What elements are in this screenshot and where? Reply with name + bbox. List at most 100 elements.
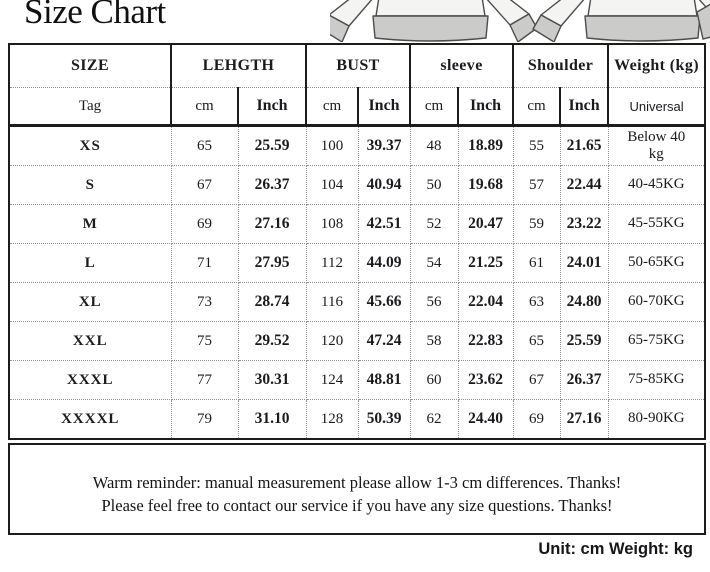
table-cell: 47.24 [357, 321, 411, 361]
table-cell: 42.51 [357, 204, 411, 244]
table-cell: 27.16 [237, 204, 307, 244]
subheader-cell: Inch [236, 87, 307, 127]
subheader-cell: cm [170, 87, 238, 127]
table-row: XXXL 77 30.31 124 48.81 60 23.62 67 26.37 75-85KG [10, 360, 705, 400]
table-cell: 52 [409, 204, 459, 244]
table-cell: 27.95 [237, 243, 307, 283]
table-cell: 67 [512, 360, 561, 400]
reminder-line-1: Warm reminder: manual measurement please… [92, 473, 622, 492]
size-label-cell: L [10, 243, 172, 283]
table-cell: 24.40 [457, 399, 514, 438]
table-cell: 55 [512, 125, 561, 166]
size-table-container: SIZE LEHGTH BUST sleeve Shoulder Weight (kg) … [8, 43, 706, 440]
table-cell: 20.47 [457, 204, 514, 244]
table-cell: 57 [512, 165, 561, 205]
table-cell: 124 [305, 360, 359, 400]
subheader-cell: Inch [457, 87, 514, 127]
column-group-sleeve: sleeve [409, 45, 514, 88]
table-cell: 21.65 [559, 125, 609, 166]
table-cell: 69 [170, 204, 239, 244]
subheader-cell: Universal [607, 87, 705, 127]
table-cell: 23.22 [559, 204, 609, 244]
table-cell: 45.66 [357, 282, 411, 322]
table-cell: 108 [305, 204, 359, 244]
table-cell: 73 [170, 282, 239, 322]
table-cell: 128 [305, 399, 359, 438]
table-cell: 56 [409, 282, 459, 322]
column-group-bust: BUST [305, 45, 411, 88]
table-cell: 18.89 [457, 125, 514, 166]
table-cell: 75-85KG [607, 360, 705, 400]
table-cell: 63 [512, 282, 561, 322]
page-title: Size Chart [24, 0, 166, 31]
table-cell: 80-90KG [607, 399, 705, 438]
table-cell: 22.83 [457, 321, 514, 361]
table-cell: 59 [512, 204, 561, 244]
table-cell: 65 [170, 125, 239, 166]
subheader-cell: Tag [10, 87, 171, 127]
column-group-lehgth: LEHGTH [169, 45, 307, 88]
subheader-cell: cm [409, 87, 459, 127]
size-label-cell: XXXL [10, 360, 172, 400]
table-cell: 45-55KG [607, 204, 705, 244]
table-row: L 71 27.95 112 44.09 54 21.25 61 24.01 50-65KG [10, 243, 705, 283]
size-label-cell: M [10, 204, 172, 244]
table-cell: 77 [170, 360, 239, 400]
table-row: XXL 75 29.52 120 47.24 58 22.83 65 25.59 65-75KG [10, 321, 705, 361]
table-cell: 26.37 [237, 165, 307, 205]
table-cell: 69 [512, 399, 561, 438]
size-label-cell: XXL [10, 321, 172, 361]
table-cell: 26.37 [559, 360, 609, 400]
table-cell: 112 [305, 243, 359, 283]
column-group-weight-kg: Weight (kg) [607, 45, 705, 88]
table-row: XS 65 25.59 100 39.37 48 18.89 55 21.65 Below 40 … [10, 125, 705, 166]
table-cell: 39.37 [357, 125, 411, 166]
table-cell: 25.59 [237, 125, 307, 166]
table-cell: 22.04 [457, 282, 514, 322]
size-label-cell: XL [10, 282, 172, 322]
table-cell: 50.39 [357, 399, 411, 438]
subheader-cell: Inch [357, 87, 411, 127]
table-cell: 27.16 [559, 399, 609, 438]
table-row: M 69 27.16 108 42.51 52 20.47 59 23.22 45-55KG [10, 204, 705, 244]
table-cell: 120 [305, 321, 359, 361]
table-cell: 60 [409, 360, 459, 400]
size-label-cell: S [10, 165, 172, 205]
table-cell: 50 [409, 165, 459, 205]
table-cell: 104 [305, 165, 359, 205]
size-label-cell: XXXXL [10, 399, 172, 438]
table-cell: 79 [170, 399, 239, 438]
table-cell: 50-65KG [607, 243, 705, 283]
table-cell: 65 [512, 321, 561, 361]
table-row: XXXXL 79 31.10 128 50.39 62 24.40 69 27.16 80-90K… [10, 399, 705, 438]
table-cell: 100 [305, 125, 359, 166]
column-group-shoulder: Shoulder [512, 45, 609, 88]
sweatshirt-illustration [330, 0, 710, 42]
table-cell: 22.44 [559, 165, 609, 205]
table-cell: 28.74 [237, 282, 307, 322]
table-cell: 19.68 [457, 165, 514, 205]
table-cell: 40-45KG [607, 165, 705, 205]
table-cell: 30.31 [237, 360, 307, 400]
table-cell: 48.81 [357, 360, 411, 400]
table-cell: 24.01 [559, 243, 609, 283]
subheader-cell: cm [305, 87, 359, 127]
table-cell: 25.59 [559, 321, 609, 361]
table-cell: Below 40 kg [607, 125, 705, 166]
table-cell: 23.62 [457, 360, 514, 400]
table-cell: 61 [512, 243, 561, 283]
table-row: S 67 26.37 104 40.94 50 19.68 57 22.44 40-45KG [10, 165, 705, 205]
table-cell: 54 [409, 243, 459, 283]
size-table: SIZE LEHGTH BUST sleeve Shoulder Weight (kg) … [10, 45, 705, 438]
subheader-cell: cm [512, 87, 561, 127]
table-cell: 75 [170, 321, 239, 361]
header-group-row: SIZE LEHGTH BUST sleeve Shoulder Weight (kg) [10, 45, 705, 88]
table-cell: 62 [409, 399, 459, 438]
table-cell: 48 [409, 125, 459, 166]
size-table-body: XS 65 25.59 100 39.37 48 18.89 55 21.65 Below 40 … [10, 125, 705, 438]
table-cell: 116 [305, 282, 359, 322]
table-cell: 24.80 [559, 282, 609, 322]
table-cell: 40.94 [357, 165, 411, 205]
unit-note: Unit: cm Weight: kg [538, 540, 693, 558]
subheader-cell: Inch [559, 87, 609, 127]
